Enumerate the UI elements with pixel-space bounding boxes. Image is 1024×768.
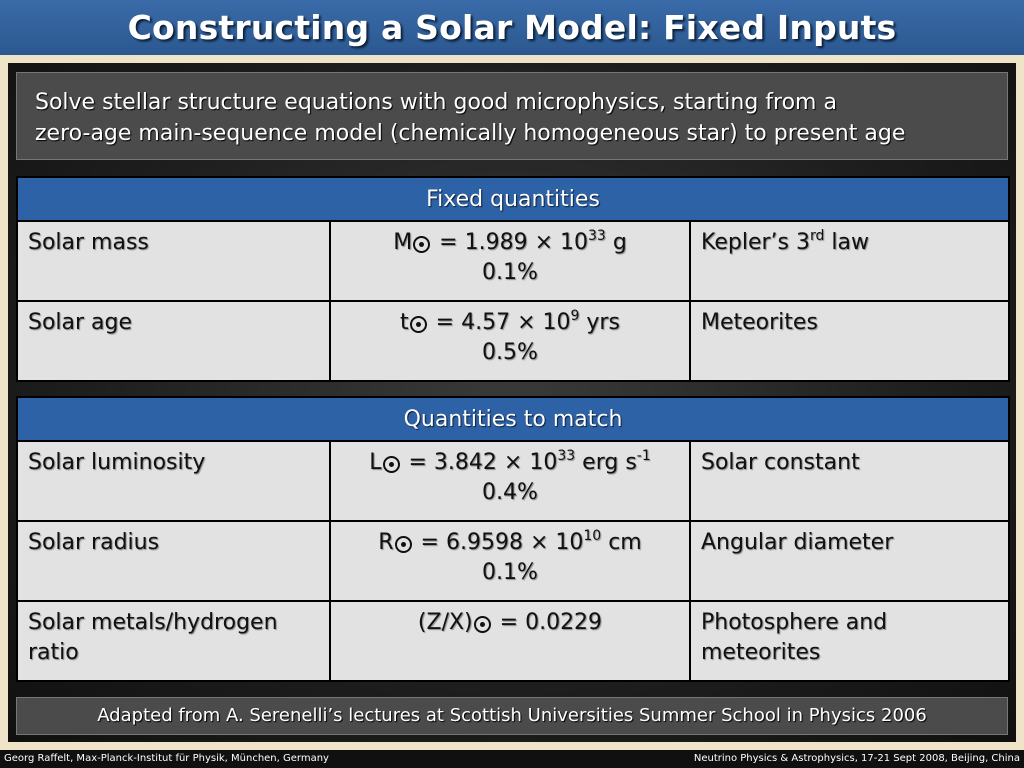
quantity-source: Solar constant <box>688 440 1011 522</box>
sun-symbol-icon <box>394 536 412 553</box>
quantity-value: M = 1.989 × 1033 g 0.1% <box>329 220 691 302</box>
table-row: Solar luminosity L = 3.842 × 1033 erg s-… <box>16 440 1011 522</box>
quantities-to-match-table: Quantities to match Solar luminosity L =… <box>15 396 1011 682</box>
intro-box: Solve stellar structure equations with g… <box>16 72 1008 160</box>
quantity-source: Kepler’s 3rd law <box>688 220 1011 302</box>
quantity-value: R = 6.9598 × 1010 cm 0.1% <box>329 520 691 602</box>
fixed-quantities-header: Fixed quantities <box>15 176 1011 222</box>
quantity-source: Meteorites <box>688 300 1011 382</box>
quantity-name: Solar mass <box>16 220 331 302</box>
table-row: Solar mass M = 1.989 × 1033 g 0.1% Keple… <box>16 220 1011 302</box>
attribution-note: Adapted from A. Serenelli’s lectures at … <box>16 697 1008 735</box>
table-row: Solar radius R = 6.9598 × 1010 cm 0.1% A… <box>16 520 1011 602</box>
quantity-value: L = 3.842 × 1033 erg s-1 0.4% <box>329 440 691 522</box>
sun-symbol-icon <box>413 236 431 253</box>
sun-symbol-icon <box>409 316 427 333</box>
quantity-name: Solar radius <box>16 520 331 602</box>
quantity-uncertainty: 0.1% <box>482 260 538 285</box>
quantity-name: Solar age <box>16 300 331 382</box>
fixed-quantities-table: Fixed quantities Solar mass M = 1.989 × … <box>15 176 1011 382</box>
sun-symbol-icon <box>382 456 400 473</box>
intro-line-1: Solve stellar structure equations with g… <box>35 90 837 115</box>
quantity-uncertainty: 0.4% <box>482 480 538 505</box>
footer-author: Georg Raffelt, Max-Planck-Institut für P… <box>4 753 329 764</box>
table-row: Solar metals/hydrogen ratio (Z/X) = 0.02… <box>16 600 1011 682</box>
quantity-name: Solar metals/hydrogen ratio <box>16 600 331 682</box>
quantity-source: Angular diameter <box>688 520 1011 602</box>
quantity-value: t = 4.57 × 109 yrs 0.5% <box>329 300 691 382</box>
quantities-to-match-header: Quantities to match <box>15 396 1011 442</box>
footer-event: Neutrino Physics & Astrophysics, 17-21 S… <box>693 753 1020 764</box>
intro-line-2: zero-age main-sequence model (chemically… <box>35 121 906 146</box>
quantity-value: (Z/X) = 0.0229 <box>329 600 691 682</box>
quantity-uncertainty: 0.1% <box>482 560 538 585</box>
footer-bar: Georg Raffelt, Max-Planck-Institut für P… <box>0 750 1024 768</box>
title-bar: Constructing a Solar Model: Fixed Inputs <box>0 0 1024 55</box>
quantity-name: Solar luminosity <box>16 440 331 522</box>
quantity-source: Photosphere and meteorites <box>688 600 1011 682</box>
quantity-uncertainty: 0.5% <box>482 340 538 365</box>
table-row: Solar age t = 4.57 × 109 yrs 0.5% Meteor… <box>16 300 1011 382</box>
sun-symbol-icon <box>473 616 491 633</box>
slide-title: Constructing a Solar Model: Fixed Inputs <box>127 8 897 47</box>
